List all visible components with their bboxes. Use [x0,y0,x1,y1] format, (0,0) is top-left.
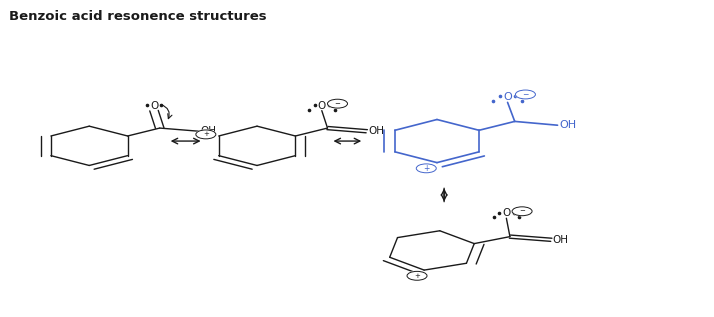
Text: +: + [423,164,429,173]
Circle shape [328,99,348,108]
Text: OH: OH [368,126,384,136]
Text: −: − [519,208,525,214]
Text: OH: OH [201,126,216,136]
Circle shape [407,271,427,280]
Circle shape [512,207,532,216]
Circle shape [416,164,436,173]
Text: −: − [522,90,528,99]
Text: O: O [502,208,511,218]
Text: O: O [150,100,158,111]
Text: O: O [318,100,326,111]
Text: −: − [335,101,341,107]
Circle shape [516,90,536,99]
Text: Benzoic acid resonence structures: Benzoic acid resonence structures [9,10,266,23]
Text: +: + [203,132,208,137]
Circle shape [196,130,216,139]
Text: +: + [414,273,420,279]
Text: OH: OH [553,235,569,245]
Text: OH: OH [559,120,576,130]
Text: O: O [503,92,512,102]
